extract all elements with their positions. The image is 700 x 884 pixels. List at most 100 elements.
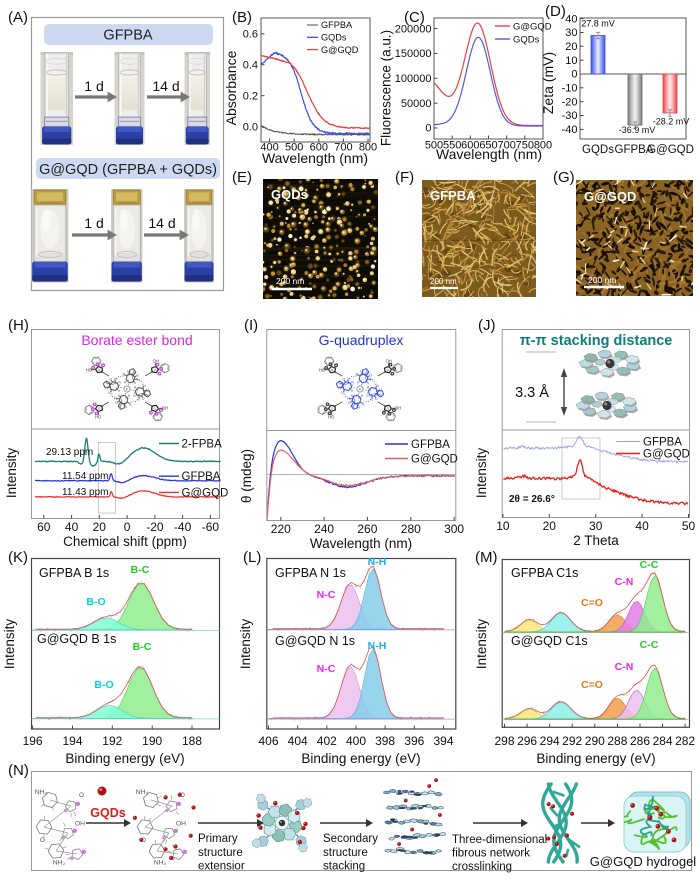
svg-text:40: 40 bbox=[565, 13, 577, 25]
svg-text:structure: structure bbox=[323, 847, 368, 859]
svg-text:290: 290 bbox=[585, 734, 605, 748]
svg-text:20: 20 bbox=[565, 41, 577, 53]
svg-text:-40: -40 bbox=[174, 520, 192, 534]
svg-text:G@GQD (GFPBA + GQDs): G@GQD (GFPBA + GQDs) bbox=[39, 162, 217, 178]
svg-text:G@GQD: G@GQD bbox=[643, 449, 690, 461]
svg-text:(K): (K) bbox=[8, 549, 28, 566]
svg-text:220: 220 bbox=[271, 522, 291, 536]
svg-text:288: 288 bbox=[607, 734, 627, 748]
svg-text:Wavelength (nm): Wavelength (nm) bbox=[436, 146, 542, 162]
svg-text:N-C: N-C bbox=[317, 663, 336, 675]
svg-text:10: 10 bbox=[496, 519, 510, 533]
svg-text:B-C: B-C bbox=[133, 641, 152, 653]
svg-text:-30: -30 bbox=[562, 110, 578, 122]
svg-text:Wavelength (nm): Wavelength (nm) bbox=[262, 150, 368, 166]
svg-text:GFPBA: GFPBA bbox=[182, 471, 221, 483]
svg-text:300: 300 bbox=[444, 522, 464, 536]
svg-text:-20: -20 bbox=[146, 520, 164, 534]
svg-text:C-N: C-N bbox=[615, 576, 634, 588]
svg-text:196: 196 bbox=[23, 734, 43, 748]
svg-text:C-C: C-C bbox=[640, 559, 659, 571]
svg-text:0.6: 0.6 bbox=[243, 29, 258, 41]
svg-text:-60: -60 bbox=[202, 520, 220, 534]
svg-text:Chemical shift (ppm): Chemical shift (ppm) bbox=[63, 534, 187, 549]
svg-text:400: 400 bbox=[346, 734, 366, 748]
svg-text:404: 404 bbox=[288, 734, 308, 748]
svg-text:200000: 200000 bbox=[395, 23, 432, 35]
svg-text:GFPBA C1s: GFPBA C1s bbox=[511, 566, 578, 580]
svg-text:B: B bbox=[160, 367, 162, 371]
svg-text:Binding energy (eV): Binding energy (eV) bbox=[65, 751, 184, 766]
svg-text:B: B bbox=[96, 363, 98, 367]
svg-text:O: O bbox=[40, 837, 45, 844]
svg-text:B: B bbox=[389, 412, 391, 416]
svg-text:OH: OH bbox=[176, 821, 186, 828]
svg-text:(I): (I) bbox=[244, 317, 258, 334]
svg-text:0.2: 0.2 bbox=[243, 90, 258, 102]
svg-text:GFPBA: GFPBA bbox=[430, 188, 476, 203]
svg-text:G@GQD: G@GQD bbox=[182, 487, 229, 499]
svg-text:Borate ester bond: Borate ester bond bbox=[81, 332, 192, 348]
svg-text:O: O bbox=[375, 397, 378, 401]
svg-text:0.4: 0.4 bbox=[243, 59, 258, 71]
svg-text:200 nm: 200 nm bbox=[276, 276, 304, 286]
svg-text:structure: structure bbox=[198, 847, 243, 859]
svg-text:50000: 50000 bbox=[401, 98, 432, 110]
svg-text:14 d: 14 d bbox=[148, 215, 175, 231]
svg-text:(L): (L) bbox=[243, 549, 261, 566]
svg-text:G@GQD: G@GQD bbox=[647, 144, 694, 156]
svg-text:29.13 ppm: 29.13 ppm bbox=[46, 447, 93, 458]
svg-text:GFPBA: GFPBA bbox=[643, 437, 682, 449]
svg-text:Secondary: Secondary bbox=[323, 833, 378, 845]
svg-text:O: O bbox=[136, 374, 139, 378]
svg-text:260: 260 bbox=[357, 522, 377, 536]
svg-text:B: B bbox=[92, 408, 94, 412]
svg-text:GFPBA B 1s: GFPBA B 1s bbox=[39, 566, 109, 580]
svg-text:Binding energy (eV): Binding energy (eV) bbox=[536, 751, 655, 766]
svg-text:Intensity: Intensity bbox=[474, 448, 489, 499]
svg-text:194: 194 bbox=[62, 734, 82, 748]
svg-text:G@GQD hydrogel: G@GQD hydrogel bbox=[590, 854, 697, 869]
svg-text:30: 30 bbox=[589, 519, 603, 533]
svg-text:stacking: stacking bbox=[323, 861, 365, 873]
svg-text:NH₂: NH₂ bbox=[53, 860, 66, 867]
svg-text:Binding energy (eV): Binding energy (eV) bbox=[301, 751, 420, 766]
svg-text:298: 298 bbox=[494, 734, 514, 748]
svg-text:G@GQD C1s: G@GQD C1s bbox=[511, 634, 588, 648]
svg-text:150000: 150000 bbox=[395, 48, 432, 60]
svg-text:GQDs: GQDs bbox=[90, 806, 125, 820]
svg-text:G@GQD N 1s: G@GQD N 1s bbox=[275, 634, 355, 648]
svg-text:B: B bbox=[393, 367, 395, 371]
svg-text:N-H: N-H bbox=[368, 640, 387, 652]
svg-text:GFPBA: GFPBA bbox=[321, 20, 353, 30]
svg-text:extensior: extensior bbox=[198, 861, 245, 873]
svg-text:-10: -10 bbox=[562, 83, 578, 95]
svg-text:C=O: C=O bbox=[581, 679, 603, 691]
svg-text:3.3 Å: 3.3 Å bbox=[515, 384, 549, 401]
svg-text:190: 190 bbox=[142, 734, 162, 748]
svg-text:-40: -40 bbox=[562, 124, 578, 136]
svg-text:100000: 100000 bbox=[395, 73, 432, 85]
svg-text:B-O: B-O bbox=[86, 596, 105, 608]
svg-text:296: 296 bbox=[517, 734, 537, 748]
svg-text:O: O bbox=[348, 401, 351, 405]
svg-text:crosslinking: crosslinking bbox=[452, 861, 512, 873]
svg-text:(G): (G) bbox=[553, 169, 575, 186]
svg-text:406: 406 bbox=[258, 734, 278, 748]
svg-text:GFPBA: GFPBA bbox=[411, 439, 450, 451]
svg-text:(M): (M) bbox=[475, 549, 498, 566]
svg-text:Intensity: Intensity bbox=[4, 448, 19, 499]
svg-text:14 d: 14 d bbox=[152, 78, 179, 94]
svg-text:20: 20 bbox=[543, 519, 557, 533]
svg-text:40: 40 bbox=[635, 519, 649, 533]
svg-text:282: 282 bbox=[675, 734, 695, 748]
svg-text:200 nm: 200 nm bbox=[588, 275, 616, 285]
svg-text:192: 192 bbox=[102, 734, 122, 748]
svg-text:N-H: N-H bbox=[368, 556, 387, 568]
svg-text:O: O bbox=[115, 401, 118, 405]
svg-text:0: 0 bbox=[425, 123, 431, 135]
svg-text:240: 240 bbox=[314, 522, 334, 536]
svg-text:G-quadruplex: G-quadruplex bbox=[319, 332, 404, 348]
svg-text:292: 292 bbox=[562, 734, 582, 748]
svg-text:0: 0 bbox=[571, 69, 577, 81]
